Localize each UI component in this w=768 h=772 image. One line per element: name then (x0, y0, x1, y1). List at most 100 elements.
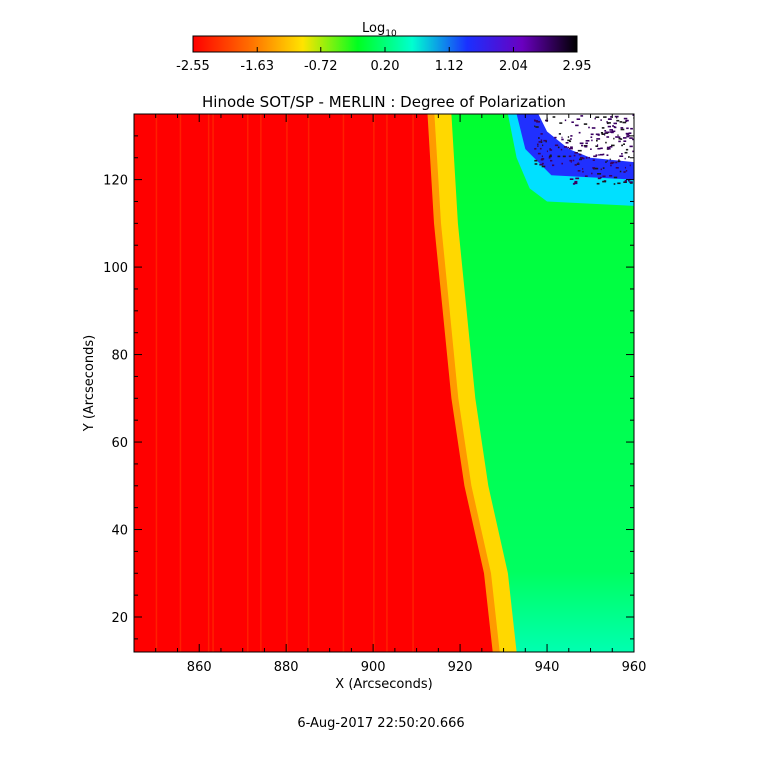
noise-pixel (549, 148, 551, 150)
y-tick-label: 40 (111, 524, 128, 539)
colorbar-tick-label: 2.95 (563, 59, 592, 74)
noise-pixel (620, 128, 625, 131)
noise-pixel (618, 159, 620, 161)
noise-pixel (535, 126, 539, 128)
noise-pixel (588, 156, 590, 159)
noise-pixel (597, 173, 602, 175)
noise-pixel (572, 183, 576, 185)
noise-pixel (576, 118, 581, 120)
noise-pixel (541, 162, 544, 165)
noise-pixel (606, 136, 610, 138)
noise-pixel (583, 145, 588, 147)
noise-pixel (543, 139, 547, 142)
top-right-noise (534, 114, 634, 185)
noise-pixel (609, 146, 613, 148)
noise-pixel (573, 182, 578, 185)
noise-pixel (623, 137, 627, 139)
noise-pixel (548, 155, 552, 158)
scan-stripe (207, 114, 210, 652)
scan-stripe (386, 114, 388, 652)
noise-pixel (615, 161, 618, 164)
noise-pixel (630, 127, 633, 130)
noise-pixel (558, 133, 561, 135)
noise-pixel (585, 142, 588, 145)
noise-pixel (592, 167, 596, 169)
noise-pixel (583, 123, 588, 125)
noise-pixel (596, 138, 601, 140)
noise-pixel (534, 163, 538, 165)
noise-pixel (562, 155, 566, 158)
noise-pixel (585, 157, 588, 159)
noise-pixel (613, 176, 618, 179)
noise-pixel (607, 125, 611, 128)
x-tick-label: 920 (448, 660, 473, 675)
noise-pixel (606, 122, 611, 124)
noise-pixel (534, 120, 539, 122)
noise-pixel (632, 138, 634, 141)
noise-pixel (626, 134, 630, 136)
colorbar-title-subscript: 10 (385, 29, 397, 39)
noise-pixel (613, 183, 616, 185)
noise-pixel (557, 146, 560, 149)
noise-pixel (570, 138, 572, 140)
noise-pixel (601, 133, 605, 135)
noise-pixel (595, 133, 600, 136)
noise-pixel (538, 141, 542, 143)
noise-pixel (574, 180, 578, 183)
noise-pixel (577, 149, 582, 152)
noise-pixel (606, 154, 609, 156)
noise-pixel (577, 170, 581, 172)
noise-pixel (600, 147, 603, 150)
noise-pixel (600, 132, 604, 134)
noise-pixel (628, 132, 632, 134)
noise-pixel (554, 144, 559, 147)
noise-pixel (577, 162, 580, 164)
noise-pixel (600, 153, 604, 156)
noise-pixel (600, 119, 602, 121)
noise-pixel (561, 162, 563, 165)
noise-pixel (541, 165, 546, 168)
noise-pixel (579, 142, 584, 145)
noise-pixel (618, 136, 621, 138)
noise-pixel (624, 157, 626, 160)
noise-pixel (573, 154, 576, 157)
scan-stripe (155, 114, 158, 652)
noise-pixel (537, 145, 539, 147)
noise-pixel (609, 175, 613, 177)
noise-pixel (592, 159, 595, 161)
colorbar-tick-label: 2.04 (499, 59, 528, 74)
noise-pixel (574, 164, 577, 166)
noise-pixel (576, 163, 580, 165)
noise-pixel (609, 129, 613, 131)
noise-pixel (575, 177, 580, 180)
noise-pixel (621, 153, 623, 155)
noise-pixel (595, 116, 600, 118)
noise-pixel (569, 140, 572, 143)
colorbar-tick-label: -0.72 (304, 59, 338, 74)
noise-pixel (582, 170, 584, 173)
noise-pixel (610, 116, 612, 118)
noise-pixel (538, 137, 540, 139)
y-axis-ticks: 20 40 60 80 100 120 (103, 113, 634, 640)
noise-pixel (593, 155, 597, 158)
noise-pixel (541, 155, 543, 158)
noise-pixel (605, 161, 607, 163)
noise-pixel (620, 127, 624, 129)
x-axis-title: X (Arcseconds) (335, 677, 432, 692)
noise-pixel (629, 145, 633, 148)
noise-pixel (614, 115, 619, 118)
noise-pixel (570, 146, 573, 148)
noise-pixel (602, 180, 607, 183)
x-tick-label: 940 (535, 660, 560, 675)
noise-pixel (628, 156, 630, 158)
scan-stripe (373, 114, 375, 652)
noise-pixel (548, 157, 551, 159)
noise-pixel (550, 159, 553, 162)
noise-pixel (616, 116, 618, 119)
noise-pixel (613, 122, 617, 125)
noise-pixel (591, 127, 596, 129)
y-tick-label: 120 (103, 174, 128, 189)
scan-stripe (412, 114, 414, 652)
noise-pixel (606, 121, 608, 123)
noise-pixel (595, 167, 599, 170)
